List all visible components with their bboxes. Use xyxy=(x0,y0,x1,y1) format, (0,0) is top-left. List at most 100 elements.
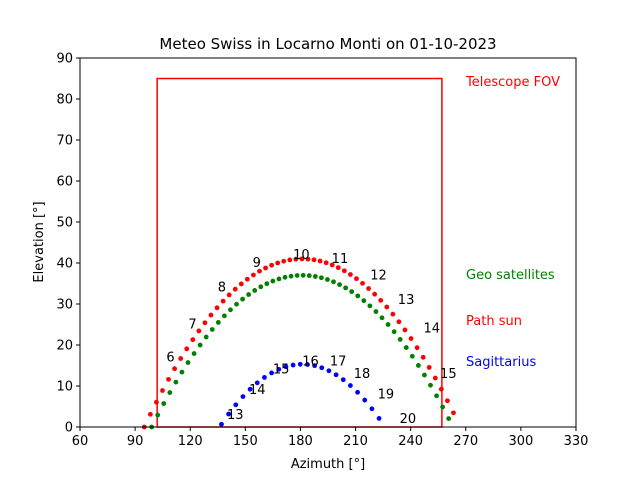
y-tick-label: 80 xyxy=(56,93,73,108)
legend-entry: Geo satellites xyxy=(466,268,555,283)
data-point xyxy=(251,272,256,278)
data-point xyxy=(446,416,452,422)
data-point xyxy=(361,298,367,304)
data-point xyxy=(343,285,349,291)
data-point xyxy=(323,260,329,266)
data-point xyxy=(203,334,209,340)
data-point xyxy=(281,258,287,264)
data-point xyxy=(232,286,238,292)
data-point xyxy=(257,268,262,274)
data-point xyxy=(184,346,190,352)
data-point xyxy=(390,311,396,317)
data-point xyxy=(438,386,444,392)
data-point xyxy=(293,256,299,262)
series-1 xyxy=(149,272,452,430)
data-point xyxy=(312,363,317,369)
y-tick-label: 70 xyxy=(56,134,73,149)
data-point xyxy=(311,257,317,263)
data-point xyxy=(288,273,294,279)
data-point xyxy=(209,327,215,332)
data-point xyxy=(167,390,173,395)
data-point xyxy=(270,278,276,284)
data-point xyxy=(234,301,239,307)
data-point xyxy=(451,410,456,416)
x-tick-label: 150 xyxy=(233,434,258,449)
data-point xyxy=(366,286,371,291)
data-point xyxy=(228,307,233,313)
hour-label: 13 xyxy=(227,408,244,423)
y-tick-label: 10 xyxy=(56,380,73,395)
data-point xyxy=(154,399,159,405)
data-point xyxy=(306,273,312,279)
data-point xyxy=(219,421,224,427)
axes-frame xyxy=(79,57,577,428)
data-point xyxy=(240,394,246,399)
data-point xyxy=(403,345,409,350)
data-point xyxy=(290,362,296,368)
series-2: 13 14 15 16 17 18 19 20 xyxy=(219,355,416,427)
y-tick-label: 30 xyxy=(56,298,73,313)
data-point xyxy=(376,415,382,421)
x-tick-label: 60 xyxy=(72,434,89,449)
hour-label: 6 xyxy=(166,350,174,365)
data-point xyxy=(408,336,414,341)
data-point xyxy=(420,354,426,360)
data-point xyxy=(247,386,253,392)
data-point xyxy=(305,256,311,262)
y-tick-label: 0 xyxy=(65,421,73,436)
data-point xyxy=(305,362,310,367)
data-point xyxy=(269,370,275,376)
hour-label: 20 xyxy=(400,412,417,427)
data-point xyxy=(161,401,167,406)
data-point xyxy=(445,398,450,404)
legend: Telescope FOV Geo satellites Path sun Sagit… xyxy=(465,75,560,370)
data-point xyxy=(258,284,264,290)
hour-label: 10 xyxy=(293,248,310,263)
data-point xyxy=(384,304,390,310)
data-point xyxy=(299,256,305,262)
data-point xyxy=(397,336,403,342)
data-point xyxy=(414,345,420,351)
data-point xyxy=(317,258,323,264)
data-point xyxy=(331,279,336,285)
x-tick-label: 210 xyxy=(343,434,368,449)
hour-label: 12 xyxy=(370,268,387,283)
data-point xyxy=(312,274,318,279)
data-point xyxy=(294,273,300,278)
data-point xyxy=(220,298,226,304)
data-point xyxy=(208,312,214,318)
x-tick-label: 240 xyxy=(398,434,423,449)
data-point xyxy=(262,375,267,380)
data-point xyxy=(238,281,244,287)
data-point xyxy=(233,402,239,408)
series-0: 6 7 8 9 10 11 12 13 14 15 xyxy=(141,248,457,430)
data-point xyxy=(378,297,384,303)
hour-label: 17 xyxy=(330,355,347,370)
chart-title: Meteo Swiss in Locarno Monti on 01-10-20… xyxy=(159,35,496,53)
x-tick-label: 120 xyxy=(178,434,203,449)
legend-entry: Telescope FOV xyxy=(465,75,560,90)
data-point xyxy=(297,361,303,367)
data-point xyxy=(185,360,191,365)
data-point xyxy=(434,393,439,399)
data-point xyxy=(160,388,165,393)
x-tick-label: 300 xyxy=(508,434,533,449)
y-tick-label: 50 xyxy=(56,216,73,231)
data-point xyxy=(282,274,288,280)
data-point xyxy=(264,281,270,287)
x-tick-label: 270 xyxy=(453,434,478,449)
data-point xyxy=(275,260,281,266)
x-axis: 60 90 120 150 180 210 240 270 300 330 xyxy=(72,427,588,449)
data-point xyxy=(379,315,385,321)
data-point xyxy=(191,351,197,356)
hour-label: 14 xyxy=(249,383,266,398)
y-tick-label: 40 xyxy=(56,257,73,272)
data-point xyxy=(373,309,379,314)
data-point xyxy=(276,276,282,282)
data-point xyxy=(173,379,179,385)
data-point xyxy=(349,289,355,295)
data-point xyxy=(276,366,282,372)
data-point xyxy=(341,268,347,274)
